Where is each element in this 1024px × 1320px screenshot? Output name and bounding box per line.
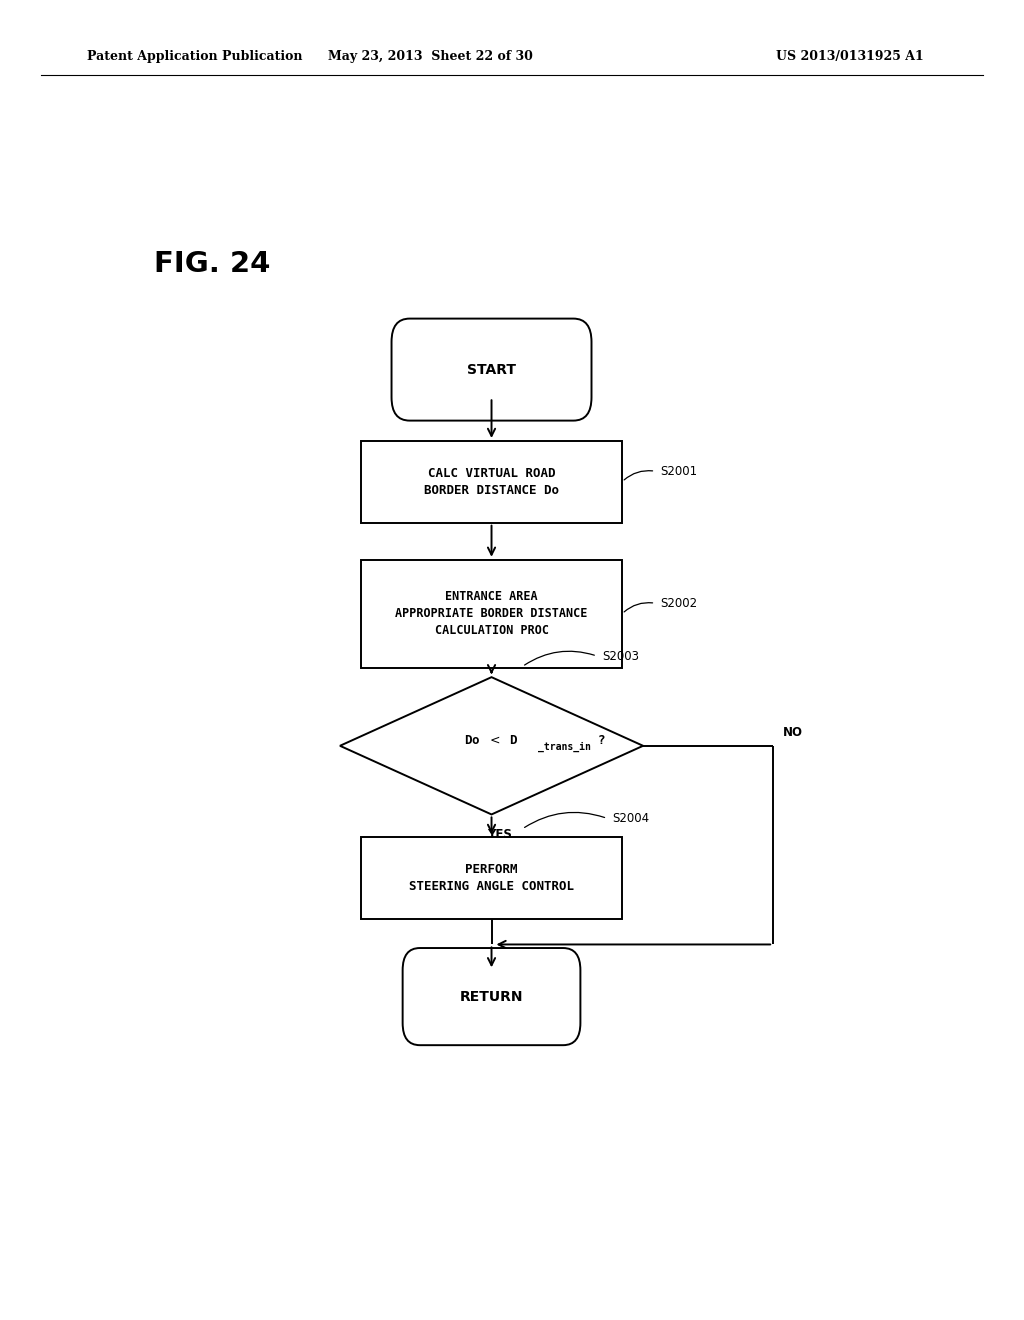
- Bar: [360, 560, 622, 668]
- Text: S2001: S2001: [660, 465, 697, 478]
- Text: CALC VIRTUAL ROAD
BORDER DISTANCE Do: CALC VIRTUAL ROAD BORDER DISTANCE Do: [424, 467, 559, 496]
- Text: PERFORM
STEERING ANGLE CONTROL: PERFORM STEERING ANGLE CONTROL: [409, 863, 574, 892]
- Bar: [360, 837, 622, 919]
- Text: YES: YES: [487, 828, 512, 841]
- Bar: [360, 441, 622, 523]
- Text: ?: ?: [598, 734, 605, 747]
- Text: S2002: S2002: [660, 597, 697, 610]
- Text: May 23, 2013  Sheet 22 of 30: May 23, 2013 Sheet 22 of 30: [328, 50, 532, 63]
- Text: ENTRANCE AREA
APPROPRIATE BORDER DISTANCE
CALCULATION PROC: ENTRANCE AREA APPROPRIATE BORDER DISTANC…: [395, 590, 588, 638]
- Text: Do $<$ D: Do $<$ D: [464, 734, 519, 747]
- Text: _trans_in: _trans_in: [538, 742, 591, 752]
- Text: START: START: [467, 363, 516, 376]
- Text: US 2013/0131925 A1: US 2013/0131925 A1: [776, 50, 924, 63]
- Text: NO: NO: [783, 726, 804, 739]
- Text: S2003: S2003: [602, 649, 639, 663]
- Text: Patent Application Publication: Patent Application Publication: [87, 50, 302, 63]
- FancyBboxPatch shape: [391, 318, 592, 421]
- Text: S2004: S2004: [612, 812, 649, 825]
- Text: FIG. 24: FIG. 24: [154, 249, 270, 279]
- Polygon shape: [340, 677, 643, 814]
- Text: RETURN: RETURN: [460, 990, 523, 1003]
- FancyBboxPatch shape: [402, 948, 581, 1045]
